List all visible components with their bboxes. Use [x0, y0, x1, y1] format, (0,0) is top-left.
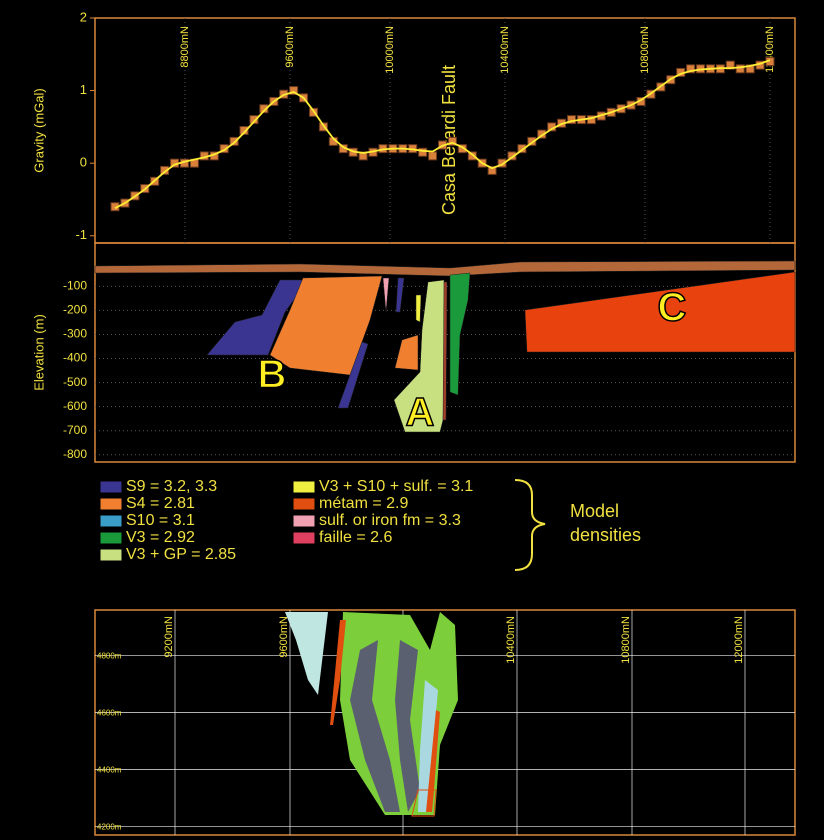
legend-swatch	[100, 532, 122, 544]
fault	[443, 282, 447, 420]
legend-label: faille = 2.6	[319, 529, 392, 546]
x-tick-label: 10000mN	[384, 26, 396, 74]
x-tick-label: 10800mN	[639, 26, 651, 74]
y-tick-label: -800	[63, 447, 87, 461]
y-tick-label: -200	[63, 303, 87, 317]
legend-label: S9 = 3.2, 3.3	[126, 478, 217, 495]
legend-label: V3 + S10 + sulf. = 3.1	[319, 478, 473, 495]
gravity-point	[419, 148, 427, 156]
y-tick-label: 1	[80, 82, 87, 97]
body-label: A	[406, 391, 435, 435]
figure: -10128800mN9600mN10000mN10400mN10800mN11…	[0, 0, 824, 840]
y-tick-label: 0	[80, 155, 87, 170]
body-label: C	[658, 286, 687, 330]
legend-label: S4 = 2.81	[126, 495, 195, 512]
y-tick-label: -1	[75, 227, 87, 242]
x-tick-label: 10400mN	[505, 616, 517, 664]
y-tick-label: 2	[80, 9, 87, 24]
x-tick-label: 8800mN	[179, 26, 191, 68]
x-tick-label: 9600mN	[278, 616, 290, 658]
legend-swatch	[100, 481, 122, 493]
legend-swatch	[100, 515, 122, 527]
legend-swatch	[100, 498, 122, 510]
y-tick-label: -700	[63, 423, 87, 437]
y-tick-label: 4200m	[97, 823, 122, 832]
legend-label: V3 + GP = 2.85	[126, 546, 236, 563]
x-tick-label: 12000mN	[733, 616, 745, 664]
y-axis-label: Gravity (mGal)	[31, 88, 46, 173]
legend-swatch	[293, 532, 315, 544]
legend-caption: densities	[570, 525, 641, 545]
y-tick-label: -400	[63, 351, 87, 365]
legend-swatch	[293, 515, 315, 527]
legend-label: sulf. or iron fm = 3.3	[319, 512, 461, 529]
x-tick-label: 10800mN	[620, 616, 632, 664]
legend-label: V3 = 2.92	[126, 529, 195, 546]
y-tick-label: -600	[63, 399, 87, 413]
y-tick-label: -300	[63, 327, 87, 341]
x-tick-label: 10400mN	[499, 26, 511, 74]
gravity-point	[429, 152, 437, 160]
body-v3-s10	[416, 295, 421, 322]
y-tick-label: -100	[63, 278, 87, 292]
y-tick-label: 4400m	[97, 766, 122, 775]
x-tick-label: 9200mN	[163, 616, 175, 658]
legend-swatch	[293, 498, 315, 510]
y-tick-label: 4600m	[97, 709, 122, 718]
x-tick-label: 9600mN	[284, 26, 296, 68]
legend-swatch	[293, 481, 315, 493]
legend-label: métam = 2.9	[319, 495, 408, 512]
body-label: B	[258, 353, 287, 397]
gravity-point	[736, 65, 744, 73]
legend-swatch	[100, 549, 122, 561]
y-tick-label: -500	[63, 375, 87, 389]
legend-label: S10 = 3.1	[126, 512, 195, 529]
legend-caption: Model	[570, 501, 619, 521]
y-tick-label: 4800m	[97, 652, 122, 661]
y-axis-label: Elevation (m)	[31, 314, 46, 391]
